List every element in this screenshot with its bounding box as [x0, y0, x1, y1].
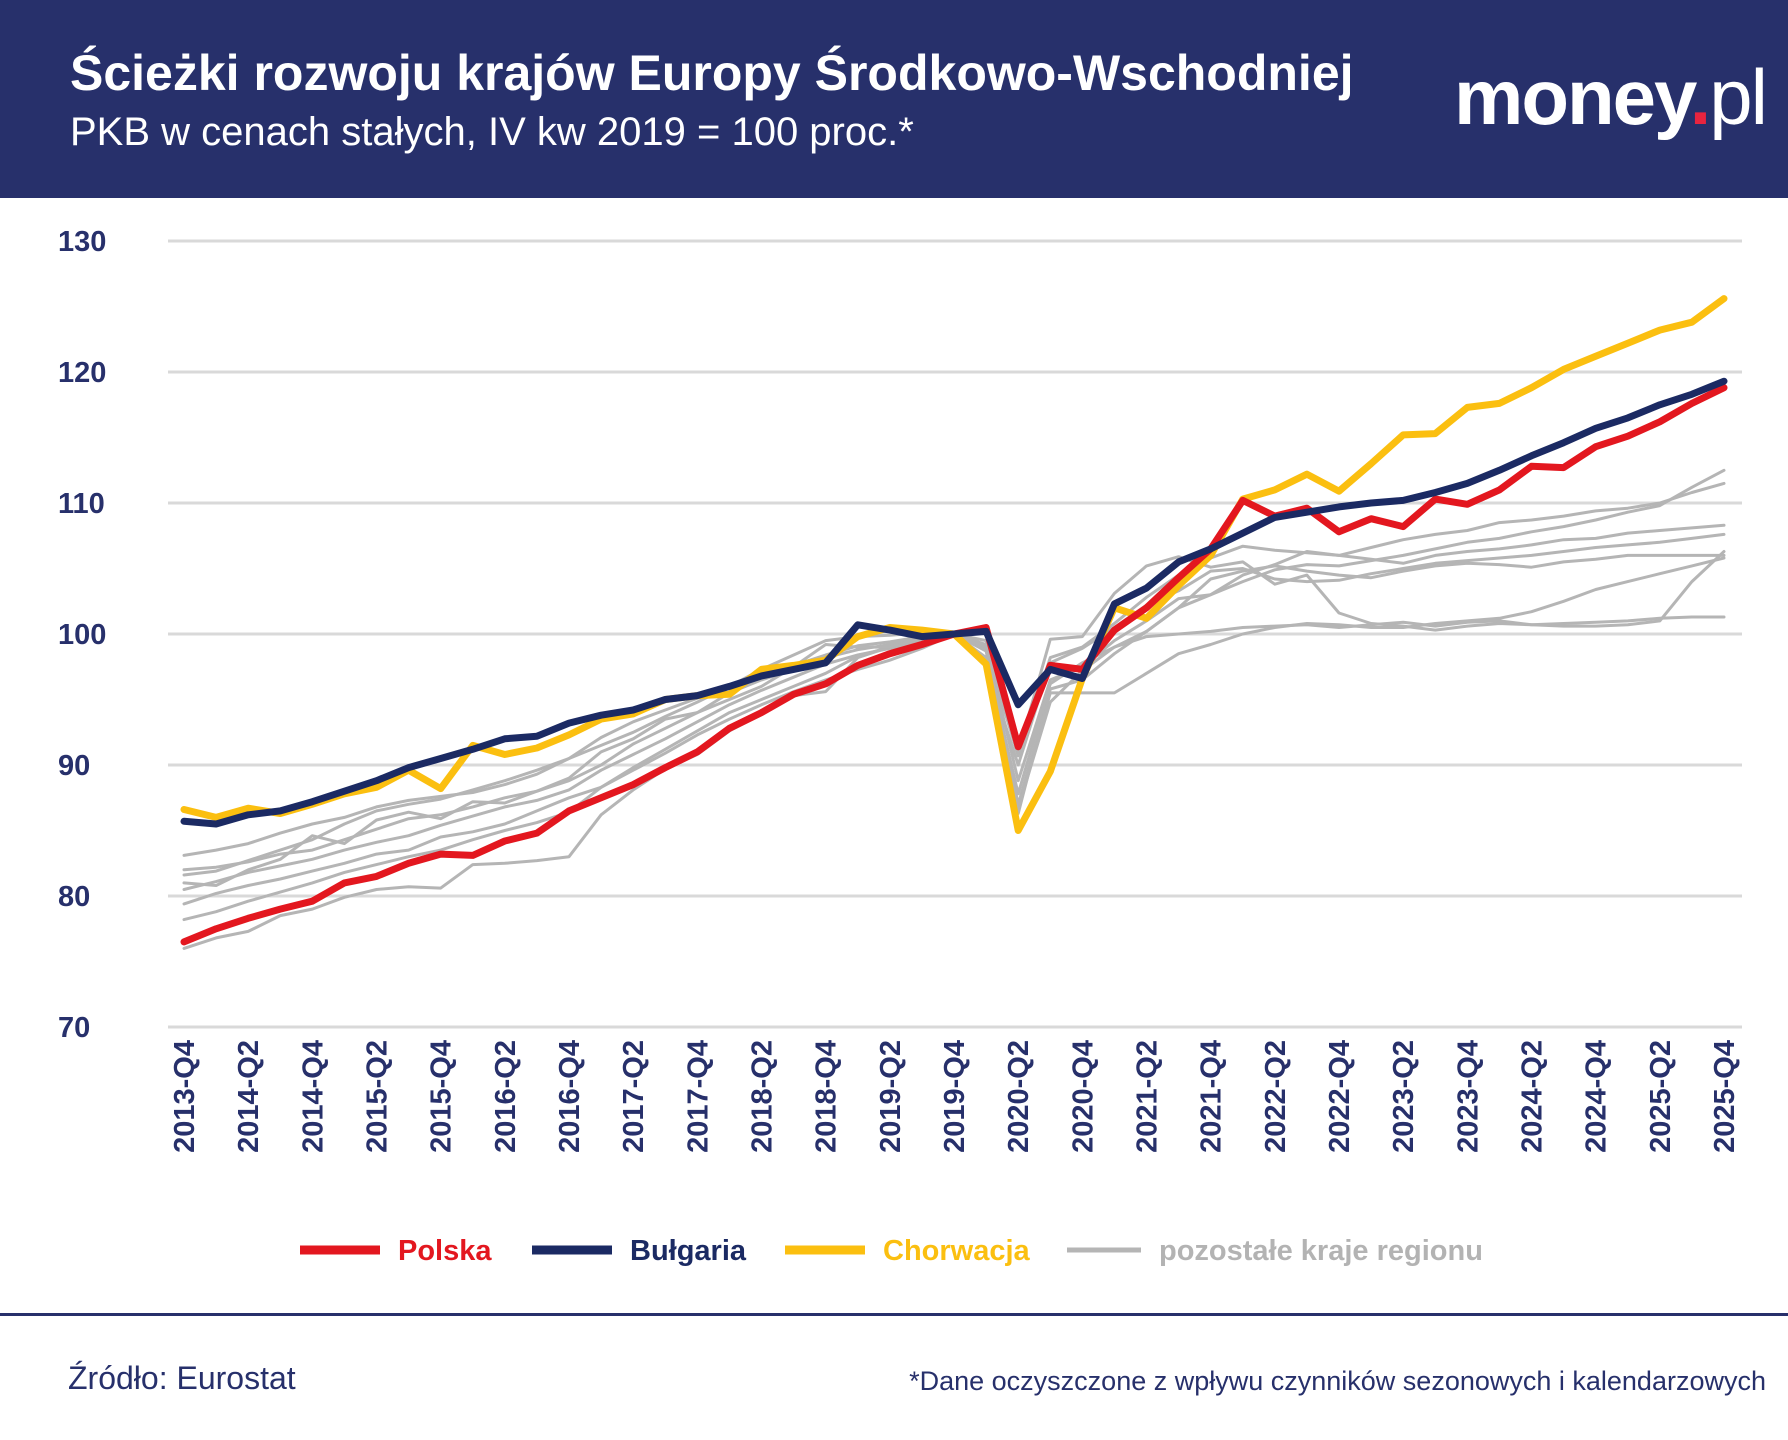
legend-label-pozostale-kraje-regionu: pozostałe kraje regionu: [1159, 1235, 1483, 1267]
y-tick-label: 130: [58, 226, 106, 258]
x-tick-label: 2021-Q2: [1132, 1040, 1164, 1153]
x-tick-label: 2017-Q4: [682, 1040, 714, 1153]
x-tick-label: 2021-Q4: [1196, 1040, 1228, 1153]
series-line-pozostale-kraje-regionu: [182, 550, 1726, 887]
y-tick-label: 90: [58, 750, 90, 782]
x-tick-label: 2016-Q4: [554, 1040, 586, 1153]
y-tick-label: 120: [58, 357, 106, 389]
x-tick-label: 2022-Q2: [1260, 1040, 1292, 1153]
x-tick-label: 2025-Q2: [1645, 1040, 1677, 1153]
y-tick-label: 80: [58, 881, 90, 913]
series-line-pozostale-kraje-regionu: [182, 532, 1726, 877]
footer-divider: [0, 1313, 1788, 1316]
y-tick-label: 110: [58, 488, 105, 520]
header-bar: Ścieżki rozwoju krajów Europy Środkowo-W…: [0, 0, 1788, 198]
money-pl-logo: money.pl: [1454, 58, 1768, 136]
series-line-pozostale-kraje-regionu: [182, 523, 1726, 857]
highlighted-series: [180, 295, 1728, 946]
series-line-pozostale-kraje-regionu: [182, 481, 1726, 872]
logo-main: money: [1453, 53, 1692, 141]
y-axis-ticks: 70 80 90 100 110 120 130: [58, 226, 106, 1044]
x-tick-label: 2022-Q4: [1324, 1040, 1356, 1153]
x-tick-label: 2017-Q2: [618, 1040, 650, 1153]
x-tick-label: 2023-Q2: [1388, 1040, 1420, 1153]
x-tick-label: 2023-Q4: [1452, 1040, 1484, 1153]
series-line-pozostale-kraje-regionu: [182, 468, 1726, 891]
x-tick-label: 2015-Q4: [426, 1040, 458, 1153]
legend-label-chorwacja: Chorwacja: [883, 1235, 1031, 1267]
x-tick-label: 2024-Q4: [1581, 1040, 1613, 1153]
logo-dot: .: [1689, 53, 1712, 141]
x-tick-label: 2018-Q2: [747, 1040, 779, 1153]
x-tick-label: 2020-Q4: [1067, 1040, 1099, 1153]
footnote: *Dane oczyszczone z wpływu czynników sez…: [909, 1366, 1766, 1396]
x-tick-label: 2025-Q4: [1709, 1040, 1741, 1153]
x-tick-label: 2014-Q2: [233, 1040, 265, 1153]
x-tick-label: 2019-Q4: [939, 1040, 971, 1153]
series-line-pozostale-kraje-regionu: [182, 556, 1726, 906]
series-line-bulgaria: [180, 377, 1728, 828]
other-countries-series: [182, 468, 1726, 950]
x-tick-label: 2016-Q2: [490, 1040, 522, 1153]
legend: Polska Bułgaria Chorwacja pozostałe kraje r…: [300, 1235, 1483, 1267]
x-tick-label: 2024-Q2: [1517, 1040, 1549, 1153]
y-tick-label: 100: [58, 619, 106, 651]
x-tick-label: 2019-Q2: [875, 1040, 907, 1153]
chart-title: Ścieżki rozwoju krajów Europy Środkowo-W…: [70, 45, 1354, 101]
legend-label-polska: Polska: [398, 1235, 492, 1267]
y-tick-label: 70: [58, 1012, 90, 1044]
x-tick-label: 2018-Q4: [811, 1040, 843, 1153]
chart-subtitle: PKB w cenach stałych, IV kw 2019 = 100 p…: [70, 110, 914, 154]
logo-suffix: pl: [1709, 53, 1768, 141]
x-tick-label: 2020-Q2: [1003, 1040, 1035, 1153]
source-note: Źródło: Eurostat: [68, 1360, 296, 1396]
legend-label-bulgaria: Bułgaria: [630, 1235, 747, 1267]
x-tick-label: 2015-Q2: [362, 1040, 394, 1153]
gdp-line-chart: 70 80 90 100 110 120 130 2013-Q4 2014-Q2 2014-Q4…: [58, 226, 1742, 1267]
x-tick-label: 2013-Q4: [169, 1040, 201, 1153]
x-tick-label: 2014-Q4: [297, 1040, 329, 1153]
series-line-pozostale-kraje-regionu: [182, 553, 1726, 950]
x-axis-ticks: 2013-Q4 2014-Q2 2014-Q4 2015-Q2 2015-Q4 2016-…: [169, 1040, 1741, 1153]
